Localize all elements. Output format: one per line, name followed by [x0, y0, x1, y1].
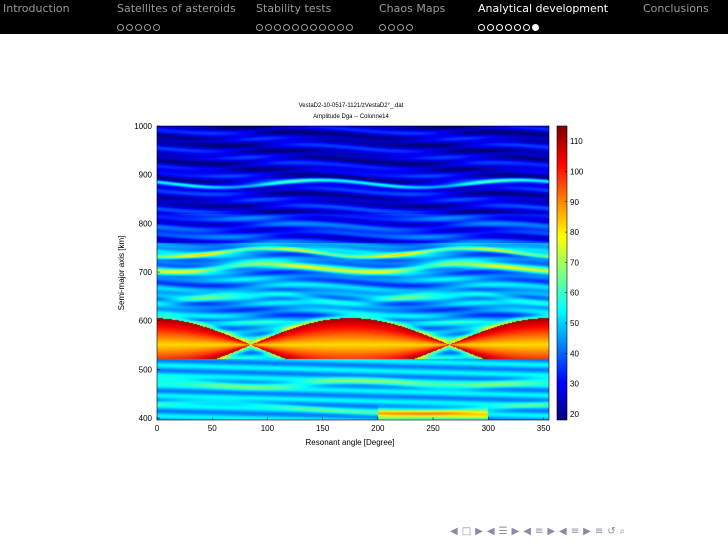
slide-dot-icon[interactable]	[144, 24, 151, 31]
y-axis-ticks: 400 500 600 700 800 900 1000	[134, 122, 160, 423]
slide-dot-icon[interactable]	[406, 24, 413, 31]
x-tick-label: 200	[371, 424, 385, 433]
slide-dot-icon[interactable]	[265, 24, 272, 31]
slide-icon[interactable]: ≡	[570, 526, 580, 537]
y-tick-label: 800	[139, 219, 153, 228]
slide-dot-icon[interactable]	[478, 24, 485, 31]
colorbar-tick-label: 30	[570, 380, 579, 389]
search-icon[interactable]: ⌕	[619, 526, 626, 537]
colorbar-tick-label: 110	[570, 137, 583, 146]
nav-slide-dots	[256, 16, 355, 31]
x-tick-label: 50	[208, 424, 217, 433]
slide-dot-icon[interactable]	[328, 24, 335, 31]
y-tick-label: 900	[139, 171, 153, 180]
chart-area: VestaD2-10-0517-1121/zVestaD2°_.dat Ampl…	[0, 34, 728, 514]
slide-dot-icon[interactable]	[126, 24, 133, 31]
slide-dot-icon[interactable]	[301, 24, 308, 31]
chart-title: VestaD2-10-0517-1121/zVestaD2°_.dat	[299, 103, 404, 109]
x-tick-label: 150	[316, 424, 330, 433]
next-slide-icon[interactable]: ▶	[583, 526, 591, 537]
slide-dot-icon[interactable]	[319, 24, 326, 31]
nav-section-label: Conclusions	[643, 2, 709, 15]
y-tick-label: 400	[139, 414, 153, 423]
back-icon[interactable]: ↺	[607, 526, 616, 537]
colorbar	[557, 126, 567, 420]
nav-section-label: Introduction	[3, 2, 70, 15]
colorbar-frame	[556, 125, 568, 421]
nav-section-label: Analytical development	[478, 2, 609, 15]
slide-dot-icon[interactable]	[505, 24, 512, 31]
slide-dot-icon[interactable]	[292, 24, 299, 31]
chart-subtitle: Amplitude Dga -- Colonne14	[313, 114, 389, 120]
x-tick-label: 100	[261, 424, 275, 433]
slide-dot-icon[interactable]	[256, 24, 263, 31]
nav-slide-dots	[117, 16, 162, 31]
prev-subsection-icon[interactable]: ◀	[486, 526, 495, 537]
nav-section-label: Stability tests	[256, 2, 332, 15]
colorbar-tick-label: 60	[570, 289, 579, 298]
subsection-icon[interactable]: ☰	[498, 526, 508, 537]
nav-section-label: Satellites of asteroids	[117, 2, 236, 15]
y-tick-label: 600	[139, 317, 153, 326]
x-tick-label: 350	[537, 424, 551, 433]
x-tick-label: 0	[155, 424, 160, 433]
slide-dot-icon[interactable]	[283, 24, 290, 31]
next-frame-icon[interactable]: ▶	[475, 526, 483, 537]
slide-dot-icon[interactable]	[388, 24, 395, 31]
navigation-bar: Introduction Satellites of asteroids Stabi…	[0, 0, 728, 34]
next-subsection-icon[interactable]: ▶	[511, 526, 520, 537]
slide-dot-icon[interactable]	[379, 24, 386, 31]
colorbar-tick-label: 40	[570, 349, 579, 358]
colorbar-tick-label: 80	[570, 228, 579, 237]
slide-dot-icon[interactable]	[532, 24, 539, 31]
colorbar-ticks: 20 30 40 50 60 70 80 90 100 110	[565, 137, 584, 419]
slide-dot-icon[interactable]	[397, 24, 404, 31]
chart-svg: VestaD2-10-0517-1121/zVestaD2°_.dat Ampl…	[117, 103, 584, 447]
slide-dot-icon[interactable]	[346, 24, 353, 31]
slide-dot-icon[interactable]	[135, 24, 142, 31]
slide-dot-icon[interactable]	[337, 24, 344, 31]
prev-slide-icon[interactable]: ◀	[559, 526, 567, 537]
slide-dot-icon[interactable]	[487, 24, 494, 31]
prev-section-icon[interactable]: ◀	[523, 526, 531, 537]
colorbar-tick-label: 20	[570, 410, 579, 419]
colorbar-tick-label: 100	[570, 167, 584, 176]
y-tick-label: 1000	[134, 122, 152, 131]
colorbar-tick-label: 50	[570, 319, 579, 328]
x-tick-label: 300	[482, 424, 496, 433]
colorbar-tick-label: 90	[570, 198, 579, 207]
x-axis-ticks: 0 50 100 150 200 250 300 350	[155, 417, 551, 433]
slide-dot-icon[interactable]	[523, 24, 530, 31]
y-tick-label: 700	[139, 268, 153, 277]
slide-dot-icon[interactable]	[117, 24, 124, 31]
section-icon[interactable]: ≡	[534, 526, 544, 537]
plot-frame	[156, 125, 550, 421]
slide-dot-icon[interactable]	[496, 24, 503, 31]
nav-slide-dots	[379, 16, 415, 31]
slide-dot-icon[interactable]	[310, 24, 317, 31]
slide-dot-icon[interactable]	[274, 24, 281, 31]
y-tick-label: 500	[139, 365, 153, 374]
colorbar-tick-label: 70	[570, 258, 579, 267]
x-axis-label: Resonant angle [Degree]	[306, 438, 395, 447]
nav-slide-dots	[478, 16, 541, 31]
slide-dot-icon[interactable]	[153, 24, 160, 31]
menu-icon[interactable]: ≡	[594, 526, 604, 537]
frame-icon[interactable]: □	[461, 526, 472, 537]
slide-dot-icon[interactable]	[514, 24, 521, 31]
heatmap-plot	[157, 126, 549, 420]
y-axis-label: Semi-major axis [km]	[117, 236, 126, 311]
nav-section-label: Chaos Maps	[379, 2, 446, 15]
prev-frame-icon[interactable]: ◀	[450, 526, 458, 537]
beamer-navigation-controls: ◀ □ ▶ ◀ ☰ ▶ ◀ ≡ ▶ ◀ ≡ ▶ ≡ ↺ ⌕	[450, 526, 629, 542]
x-tick-label: 250	[426, 424, 440, 433]
next-section-icon[interactable]: ▶	[547, 526, 556, 537]
